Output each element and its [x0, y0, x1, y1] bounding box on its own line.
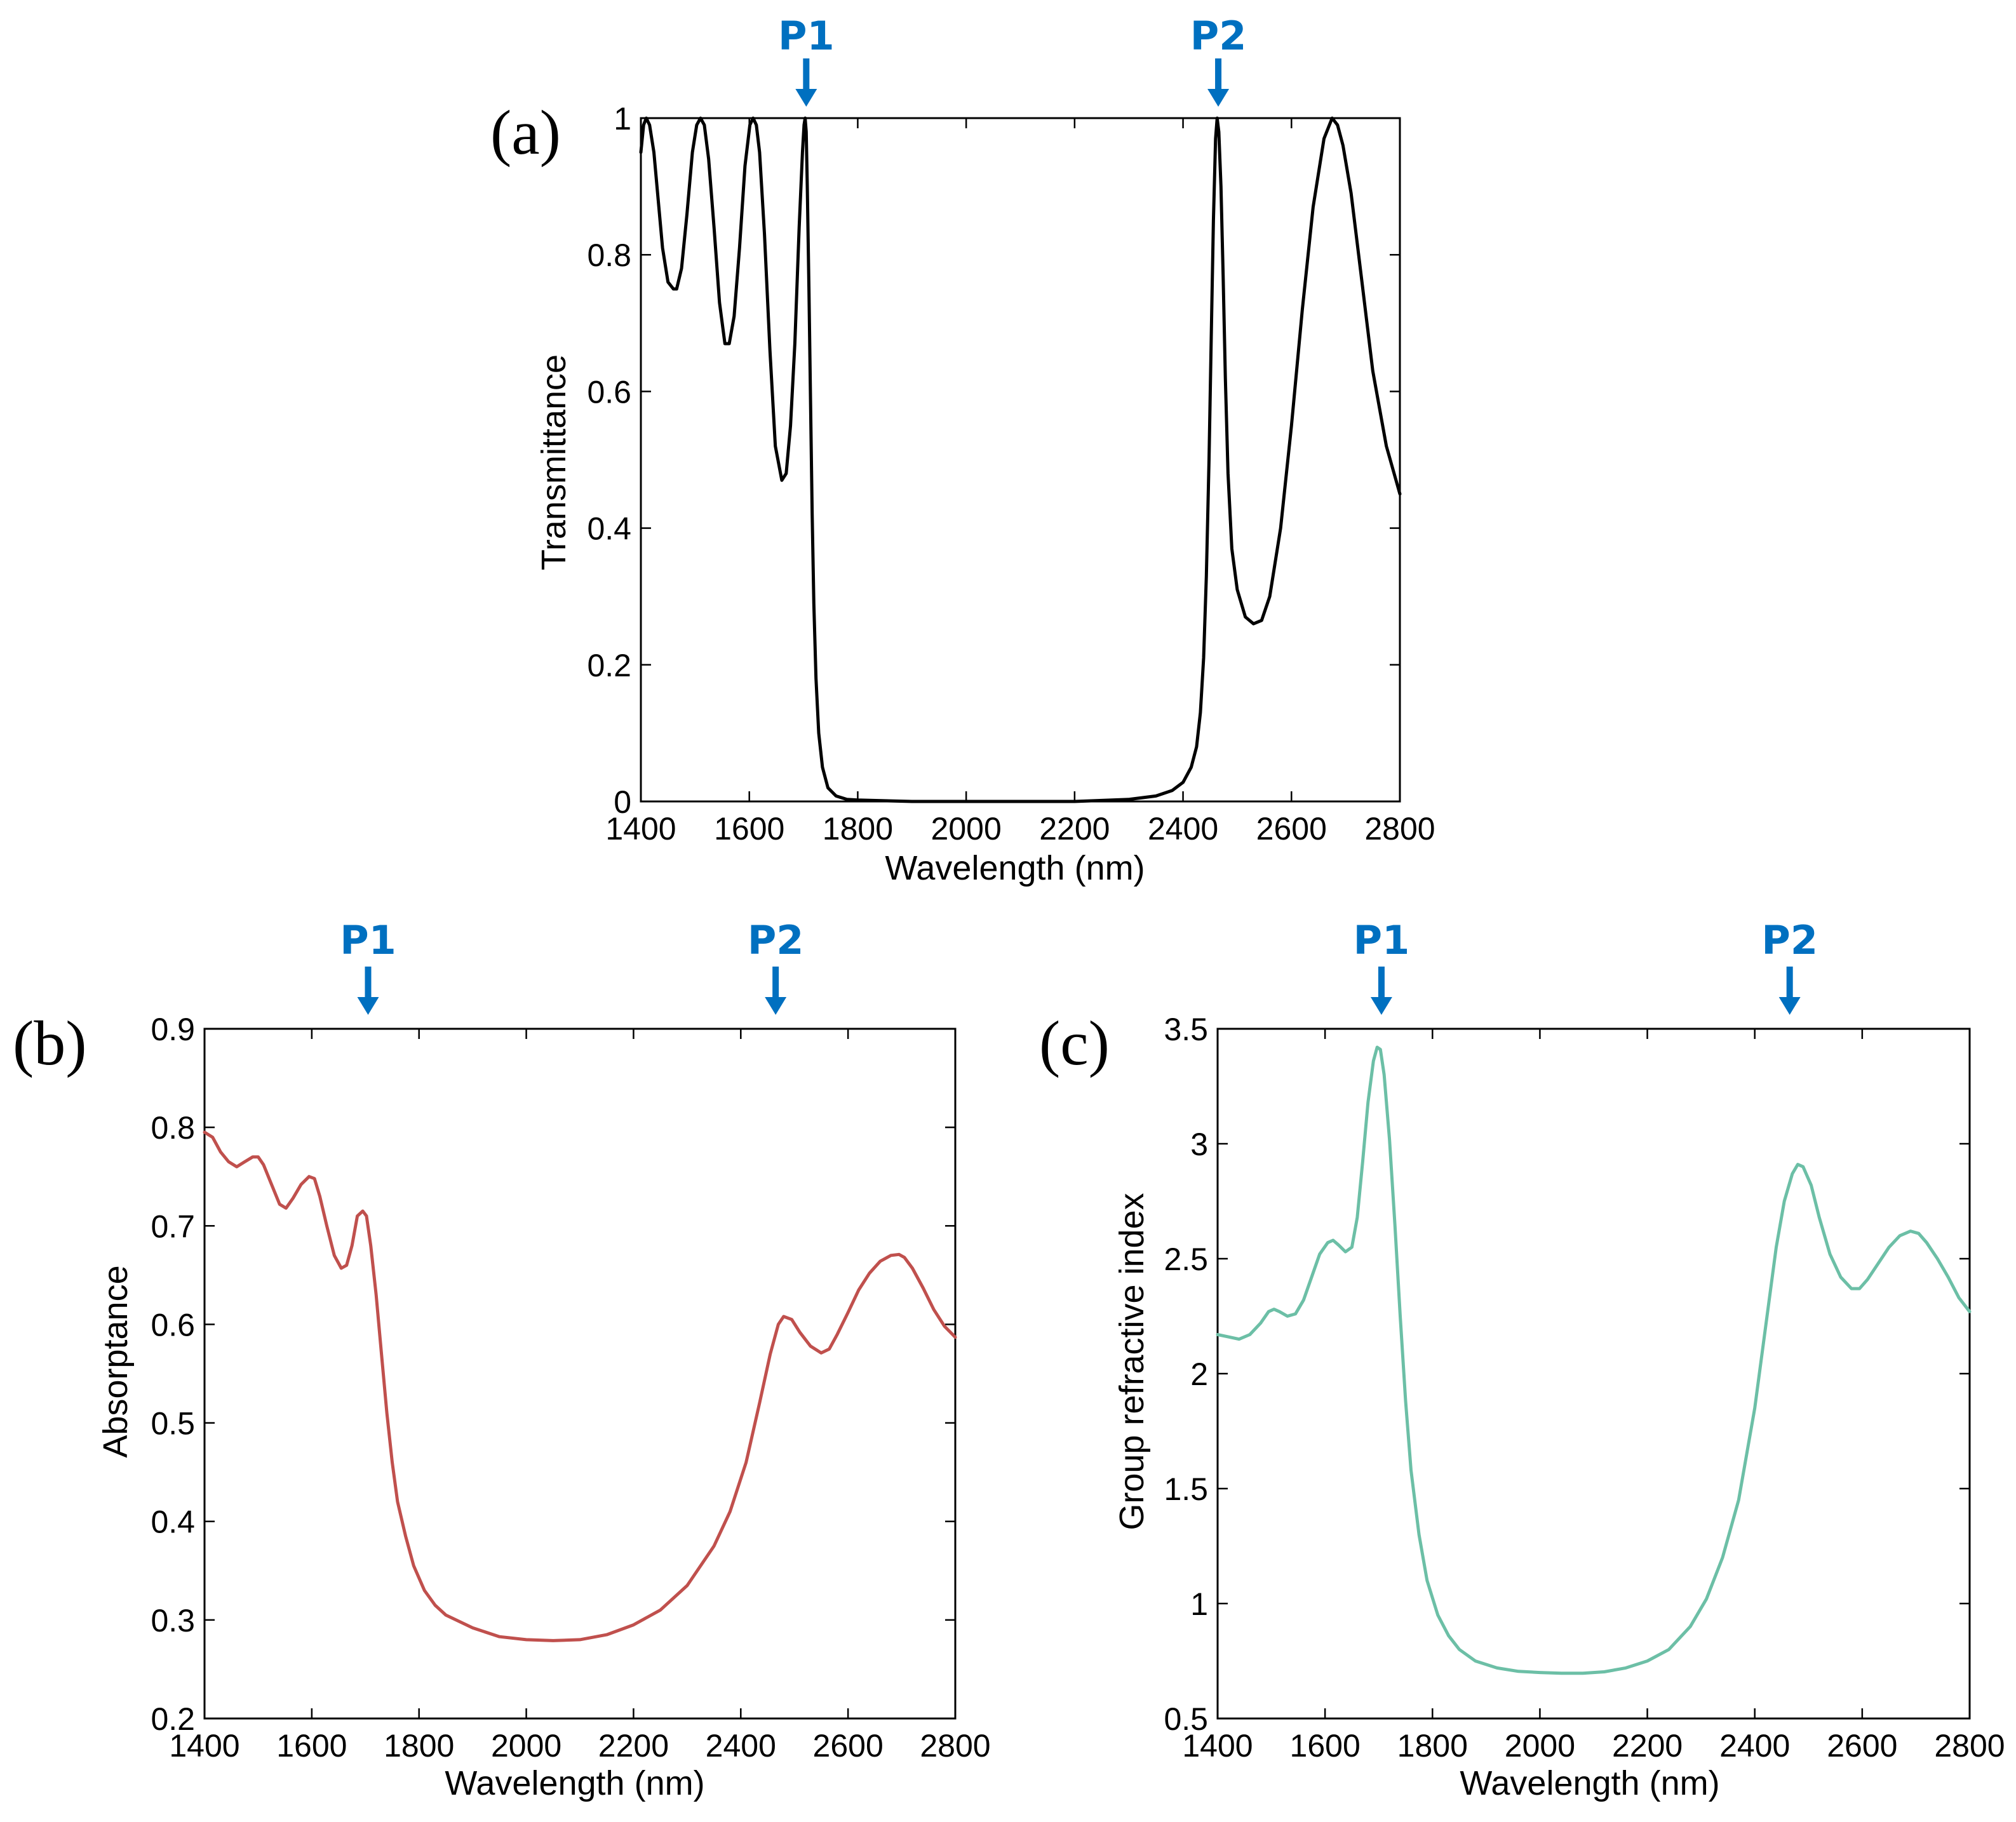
panel-c-x-tick-label: 2200 [1612, 1728, 1683, 1764]
panel-a-y-tick-label: 1 [614, 101, 631, 137]
panel-c-x-tick-label: 1400 [1182, 1728, 1253, 1764]
panel-b-y-tick-label: 0.2 [151, 1701, 195, 1737]
panel-a-x-tick-label: 1600 [714, 811, 784, 847]
panel-b-series-line [203, 1130, 957, 1642]
panel-a-x-tick-label: 2000 [931, 811, 1002, 847]
panel-c-x-axis-label: Wavelength (nm) [1460, 1764, 1719, 1802]
panel-a-y-axis-label: Transmittance [535, 354, 573, 570]
panel-c-y-tick-label: 3.5 [1164, 1012, 1208, 1047]
panel-c-marker-label-p1: P1 [1354, 917, 1410, 963]
panel-b-y-tick-label: 0.6 [151, 1307, 195, 1343]
panel-b-y-tick-label: 0.7 [151, 1209, 195, 1244]
panel-a-transmittance-chart: (a) Transmittance Wavelength (nm) 1400 16… [490, 13, 1435, 887]
panel-c-y-axis-label: Group refractive index [1113, 1193, 1151, 1530]
panel-a-series-line [639, 116, 1402, 803]
panel-c-x-tick-label: 2000 [1505, 1728, 1575, 1764]
panel-label-a: (a) [490, 97, 561, 168]
panel-c-marker-arrowhead-p2 [1778, 997, 1801, 1015]
panel-a-x-tick-label: 2600 [1256, 811, 1327, 847]
panel-b-absorptance-chart: (b) Absorptance Wavelength (nm) 1400 1600… [13, 917, 991, 1802]
panel-b-x-tick-label: 2200 [598, 1728, 669, 1764]
panel-a-plot-frame [640, 117, 1401, 803]
panel-b-x-tick-label: 2800 [920, 1728, 990, 1764]
panel-c-series-line [1216, 1045, 1972, 1675]
panel-a-x-tick-label: 1800 [823, 811, 893, 847]
panel-c-y-tick-label: 1.5 [1164, 1471, 1208, 1507]
panel-c-y-tick-label: 3 [1190, 1127, 1208, 1162]
panel-a-y-tick-label: 0.4 [587, 511, 631, 547]
panel-c-y-tick-label: 1 [1190, 1586, 1208, 1622]
panel-a-x-tick-label: 2200 [1039, 811, 1110, 847]
panel-b-plot-frame [203, 1028, 957, 1720]
panel-c-x-tick-label: 1600 [1290, 1728, 1361, 1764]
panel-b-y-tick-label: 0.4 [151, 1504, 195, 1540]
panel-b-y-tick-label: 0.9 [151, 1012, 195, 1047]
panel-a-y-tick-label: 0.8 [587, 238, 631, 273]
panel-a-marker-arrowhead-p2 [1207, 89, 1230, 107]
panel-a-marker-label-p2: P2 [1190, 13, 1247, 59]
panel-a-x-tick-label: 2800 [1364, 811, 1435, 847]
panel-b-x-tick-label: 2000 [491, 1728, 561, 1764]
panel-b-x-axis-label: Wavelength (nm) [445, 1764, 704, 1802]
panel-c-y-tick-label: 2.5 [1164, 1242, 1208, 1277]
panel-b-x-tick-label: 1800 [384, 1728, 454, 1764]
panel-b-x-tick-label: 1600 [276, 1728, 347, 1764]
panel-c-x-tick-label: 2400 [1719, 1728, 1790, 1764]
panel-c-marker-arrowhead-p1 [1370, 997, 1392, 1015]
panel-b-marker-arrowhead-p1 [357, 997, 379, 1015]
panel-c-group-index-chart: (c) Group refractive index Wavelength (n… [1039, 917, 2005, 1802]
panel-c-marker-label-p2: P2 [1761, 917, 1818, 963]
panel-a-x-tick-label: 1400 [605, 811, 676, 847]
panel-a-y-tick-label: 0.6 [587, 374, 631, 410]
panel-b-x-tick-label: 1400 [169, 1728, 239, 1764]
panel-b-y-axis-label: Absorptance [97, 1265, 135, 1457]
panel-b-x-tick-label: 2600 [813, 1728, 884, 1764]
panel-b-marker-label-p1: P1 [340, 917, 396, 963]
panel-c-x-tick-label: 2600 [1827, 1728, 1897, 1764]
panel-b-marker-label-p2: P2 [748, 917, 804, 963]
panel-c-x-tick-label: 1800 [1397, 1728, 1468, 1764]
panel-a-x-axis-label: Wavelength (nm) [885, 849, 1145, 887]
panel-a-y-tick-label: 0 [614, 784, 631, 820]
panel-label-b: (b) [13, 1008, 87, 1078]
panel-c-plot-frame [1216, 1028, 1971, 1720]
panel-c-y-tick-label: 2 [1190, 1356, 1208, 1392]
panel-b-x-tick-label: 2400 [706, 1728, 776, 1764]
panel-a-marker-arrowhead-p1 [795, 89, 817, 107]
panel-a-y-tick-label: 0.2 [587, 648, 631, 683]
panel-b-y-tick-label: 0.8 [151, 1110, 195, 1146]
panel-c-x-tick-label: 2800 [1934, 1728, 2005, 1764]
panel-b-y-tick-label: 0.3 [151, 1603, 195, 1638]
panel-a-x-tick-label: 2400 [1148, 811, 1218, 847]
panel-b-marker-arrowhead-p2 [765, 997, 787, 1015]
panel-label-c: (c) [1039, 1008, 1110, 1078]
panel-a-marker-label-p1: P1 [778, 13, 835, 59]
panel-c-y-tick-label: 0.5 [1164, 1701, 1208, 1737]
panel-b-y-tick-label: 0.5 [151, 1406, 195, 1442]
